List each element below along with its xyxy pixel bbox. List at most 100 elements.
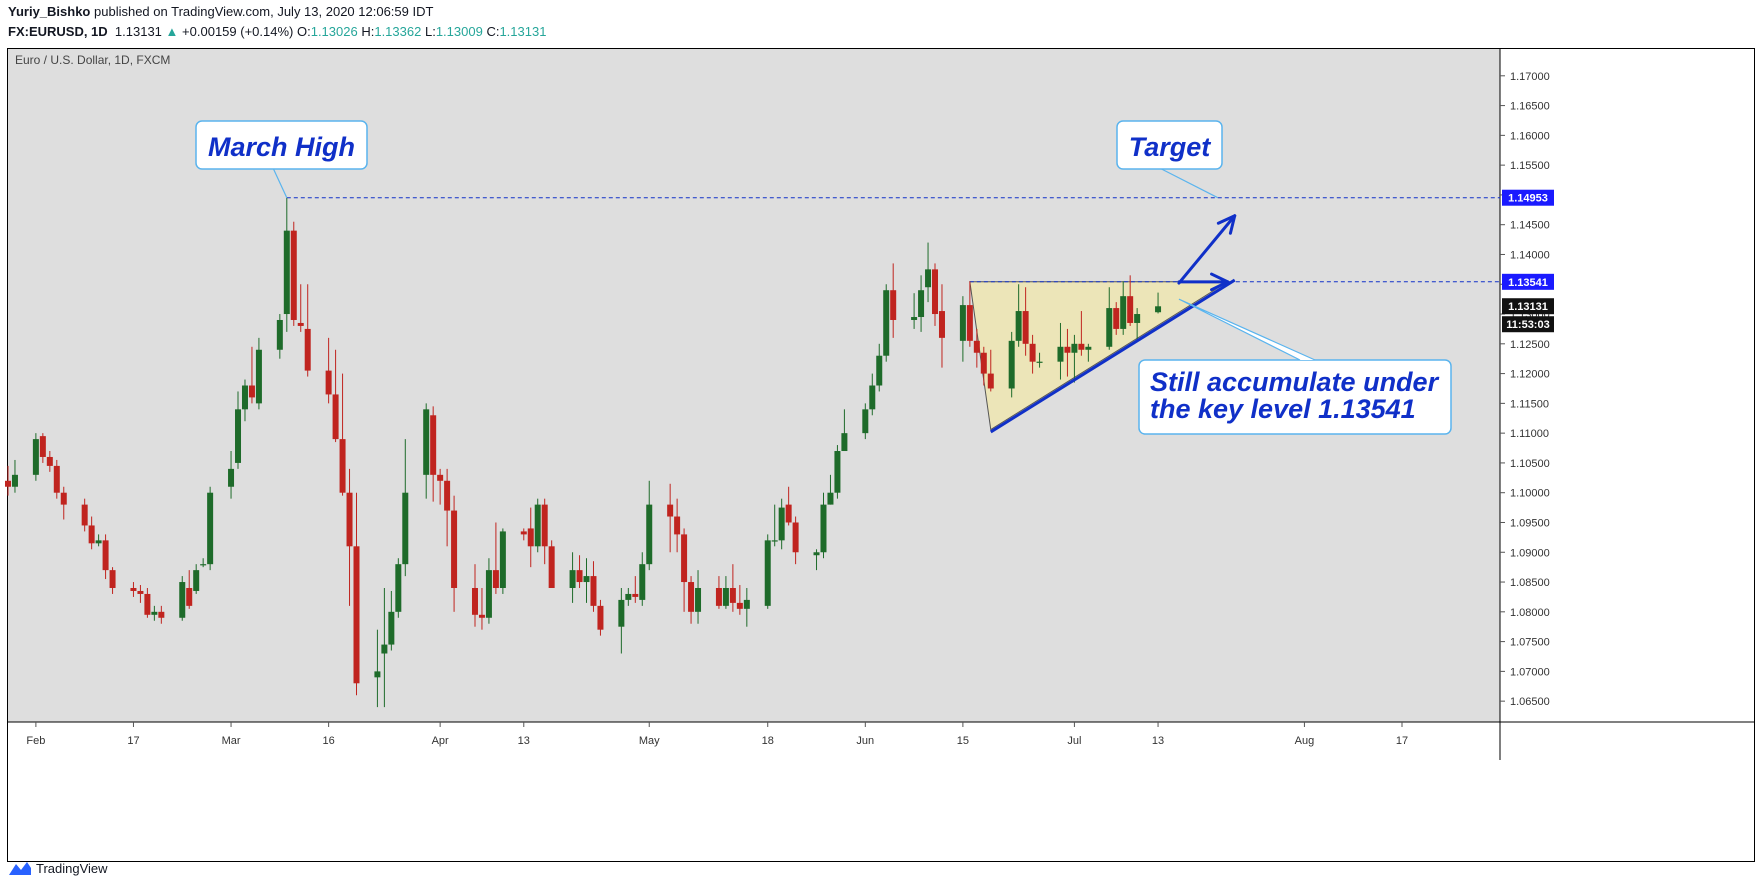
y-tick-label: 1.07000 (1510, 666, 1550, 678)
publisher-name[interactable]: Yuriy_Bishko (8, 4, 91, 19)
price-change: +0.00159 (+0.14%) (182, 24, 294, 39)
candle-body (1120, 296, 1127, 329)
y-tick-label: 1.11000 (1510, 428, 1549, 440)
price-tag-last: 1.13131 (1508, 301, 1548, 313)
candle-body (667, 504, 674, 517)
candle-body (1078, 343, 1085, 350)
candle-body (1113, 308, 1120, 329)
candle-body (827, 492, 834, 505)
candle-body (339, 439, 346, 493)
candle-body (186, 587, 193, 606)
candle-body (388, 611, 395, 645)
candle-body (520, 531, 527, 535)
candle-body (158, 611, 165, 618)
candle-body (890, 290, 897, 320)
candle-body (639, 564, 646, 600)
candle-body (841, 433, 848, 452)
candle-body (541, 504, 548, 547)
callout-march-high: March High (195, 120, 368, 198)
candle-body (81, 504, 88, 526)
candle-body (248, 385, 255, 398)
candle-body (834, 451, 841, 493)
candle-body (395, 564, 402, 612)
candle-body (625, 593, 632, 600)
y-tick-label: 1.14500 (1510, 220, 1550, 232)
x-tick-label: May (639, 735, 660, 747)
candle-body (646, 504, 653, 565)
candle-body (297, 322, 304, 326)
x-tick-label: Jun (856, 735, 874, 747)
candle-body (674, 516, 681, 535)
candle-body (688, 582, 695, 612)
open-value: 1.13026 (310, 24, 358, 39)
x-tick-label: 13 (518, 735, 530, 747)
candle-body (95, 540, 102, 544)
candle-body (325, 370, 332, 395)
callout-target: Target (1116, 120, 1223, 199)
candle-body (785, 504, 792, 523)
high-value: 1.13362 (374, 24, 422, 39)
candle-body (1022, 311, 1029, 344)
price-tag-countdown: 11:53:03 (1506, 319, 1549, 331)
callout-march-high-text: March High (208, 132, 355, 162)
candle-body (695, 587, 702, 612)
candle-body (681, 534, 688, 583)
candle-body (736, 602, 743, 609)
candle-body (60, 492, 67, 505)
candle-body (862, 409, 869, 434)
callout-target-box (1116, 120, 1223, 170)
candle-body (938, 311, 945, 338)
candle-body (130, 587, 137, 591)
candle-body (423, 409, 430, 475)
x-tick-label: 13 (1152, 735, 1164, 747)
callout-target-text: Target (1129, 132, 1212, 162)
candle-body (820, 504, 827, 553)
candle-body (228, 468, 235, 487)
callout-accumulate-line2: the key level 1.13541 (1150, 394, 1416, 424)
candle-body (381, 644, 388, 654)
last-price: 1.13131 (114, 24, 162, 39)
tradingview-brand-label[interactable]: TradingView (36, 860, 108, 876)
candle-body (876, 355, 883, 386)
candle-body (534, 504, 541, 547)
candle-body (346, 492, 353, 547)
candle-body (374, 671, 381, 678)
x-tick-label: Mar (222, 735, 241, 747)
candle-body (137, 590, 144, 594)
candle-body (332, 394, 339, 440)
candle-body (1057, 346, 1064, 362)
callout-accumulate-box (1138, 359, 1452, 435)
candle-body (959, 305, 966, 341)
up-arrow-to-target-head (1216, 214, 1237, 235)
candle-body (88, 525, 95, 544)
callout-march-high-box (195, 120, 368, 170)
candle-body (1036, 361, 1043, 363)
candle-body (771, 540, 778, 542)
x-tick-label: Apr (432, 735, 449, 747)
y-tick-label: 1.12500 (1510, 339, 1550, 351)
candle-body (618, 599, 625, 627)
candle-body (1085, 346, 1092, 350)
candle-body (235, 409, 242, 463)
candle-body (918, 290, 925, 318)
candle-body (973, 340, 980, 353)
candle-body (402, 492, 409, 565)
tradingview-logo-icon (9, 862, 31, 875)
price-tag-key-level: 1.13541 (1508, 277, 1548, 289)
candle-body (583, 576, 590, 583)
candle-body (304, 328, 311, 371)
candle-body (966, 305, 973, 341)
price-tag-countdown-bg (1502, 316, 1554, 333)
x-tick-label: 18 (762, 735, 774, 747)
x-tick-label: 17 (127, 735, 139, 747)
y-tick-label: 1.10500 (1510, 458, 1550, 470)
close-label: C: (486, 24, 500, 39)
symbol-label: FX:EURUSD, 1D (8, 24, 108, 39)
candle-body (597, 605, 604, 630)
candle-body (722, 587, 729, 606)
candle-body (792, 522, 799, 553)
candle-body (1127, 296, 1134, 323)
price-tag-march-high-bg (1502, 189, 1554, 206)
